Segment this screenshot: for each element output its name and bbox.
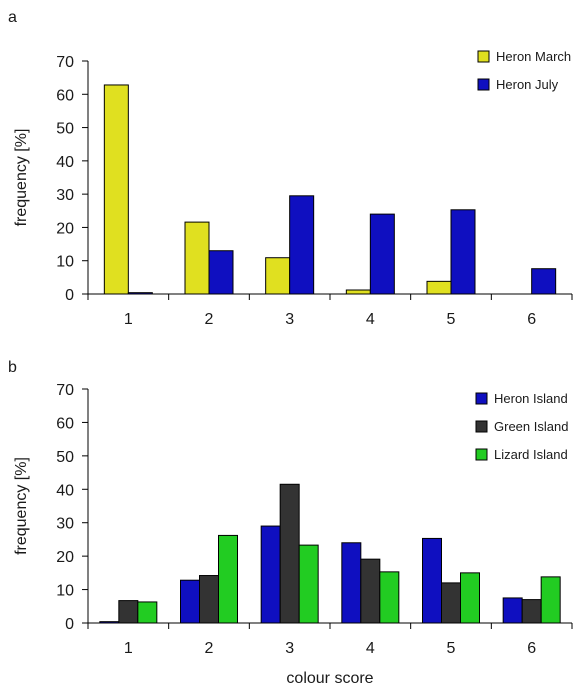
panel-a-legend-label-heron-july: Heron July (496, 77, 559, 92)
panel-a-x-tick-label: 1 (124, 311, 133, 328)
panel-b-y-tick-label: 30 (56, 516, 74, 533)
panel-a-bar-heron-march-1 (103, 84, 129, 295)
panel-b-y-tick-label: 70 (56, 382, 74, 399)
panel-b-bar-heron-island-1 (99, 621, 120, 624)
panel-a-y-axis-title: frequency [%] (13, 129, 30, 227)
panel-b-x-tick-label: 6 (527, 640, 536, 657)
panel-b-label: b (8, 359, 17, 376)
panel-b-bar-lizard-island-6 (540, 576, 561, 624)
panel-b-bar-green-island-5 (441, 582, 461, 624)
panel-b-bar-lizard-island-1 (137, 601, 158, 624)
panel-a-x-tick-label: 4 (366, 311, 375, 328)
panel-a-bar-heron-march-4 (345, 289, 371, 295)
panel-b-bar-lizard-island-5 (460, 572, 480, 624)
panel-b-bar-green-island-2 (199, 575, 219, 624)
panel-b-x-tick-label: 2 (205, 640, 214, 657)
panel-b-bar-heron-island-2 (180, 579, 200, 624)
panel-a-bar-heron-march-3 (265, 257, 291, 295)
panel-a-y-tick-label: 50 (56, 121, 74, 138)
panel-b-x-axis-title: colour score (286, 670, 373, 687)
panel-b-x-tick-label: 1 (124, 640, 133, 657)
panel-a-bar-heron-july-5 (450, 209, 476, 295)
panel-b-y-tick-label: 0 (65, 616, 74, 633)
panel-a-x-tick-label: 5 (447, 311, 456, 328)
panel-a-legend-swatch-heron-march (477, 50, 490, 63)
panel-b-y-tick-label: 40 (56, 482, 74, 499)
panel-b-bar-green-island-6 (521, 599, 542, 624)
panel-a-legend-swatch-heron-july (477, 78, 490, 91)
panel-b-bar-green-island-3 (279, 483, 300, 624)
panel-a-y-tick-label: 10 (56, 254, 74, 271)
panel-b-bar-heron-island-6 (502, 597, 523, 624)
panel-b-x-tick-label: 3 (285, 640, 294, 657)
panel-b-bar-heron-island-3 (260, 525, 281, 624)
panel-b-bar-green-island-1 (118, 600, 139, 624)
panel-b-bar-lizard-island-2 (218, 534, 238, 624)
panel-b-x-tick-label: 5 (447, 640, 456, 657)
panel-a-y-tick-label: 40 (56, 154, 74, 171)
panel-a-bar-heron-july-1 (127, 292, 153, 295)
panel-a-bar-heron-july-3 (289, 195, 315, 295)
panel-a-bar-heron-july-4 (369, 213, 395, 295)
panel-b-y-tick-label: 20 (56, 549, 74, 566)
panel-a-y-tick-label: 0 (65, 287, 74, 304)
panel-b-bar-lizard-island-4 (379, 571, 400, 624)
panel-a-bar-heron-july-2 (208, 250, 234, 295)
panel-a-x-tick-label: 3 (285, 311, 294, 328)
panel-b-bar-heron-island-5 (422, 537, 442, 624)
panel-b-y-tick-label: 60 (56, 415, 74, 432)
panel-a-bar-heron-march-5 (426, 280, 452, 295)
panel-a-x-tick-label: 2 (205, 311, 214, 328)
panel-a-bar-heron-march-2 (184, 221, 210, 295)
panel-b-x-tick-label: 4 (366, 640, 375, 657)
panel-b-legend-swatch-lizard-island (475, 448, 488, 461)
panel-b-y-tick-label: 50 (56, 449, 74, 466)
panel-a-label: a (8, 9, 17, 26)
panel-b-y-axis-title: frequency [%] (13, 457, 30, 555)
panel-b-legend-label-heron-island: Heron Island (494, 391, 568, 406)
panel-a-x-tick-label: 6 (527, 311, 536, 328)
panel-b-bar-green-island-4 (360, 558, 381, 624)
panel-b-bar-lizard-island-3 (298, 544, 319, 624)
panel-a-bar-heron-july-6 (531, 268, 557, 295)
panel-b-legend-swatch-heron-island (475, 392, 488, 405)
panel-a-y-tick-label: 70 (56, 54, 74, 71)
panel-b-legend-label-lizard-island: Lizard Island (494, 447, 568, 462)
panel-b-legend-label-green-island: Green Island (494, 419, 568, 434)
panel-b-legend-swatch-green-island (475, 420, 488, 433)
panel-b-bar-heron-island-4 (341, 542, 362, 624)
panel-b-y-tick-label: 10 (56, 583, 74, 600)
panel-a-y-tick-label: 30 (56, 187, 74, 204)
panel-a-y-tick-label: 60 (56, 87, 74, 104)
panel-a-legend-label-heron-march: Heron March (496, 49, 571, 64)
panel-a-y-tick-label: 20 (56, 220, 74, 237)
